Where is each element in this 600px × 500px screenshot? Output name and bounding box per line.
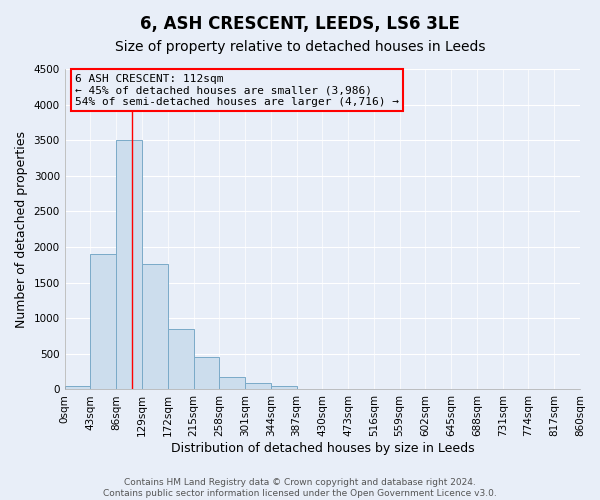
Text: 6 ASH CRESCENT: 112sqm
← 45% of detached houses are smaller (3,986)
54% of semi-: 6 ASH CRESCENT: 112sqm ← 45% of detached… (75, 74, 399, 107)
Bar (168, 329, 193, 390)
Y-axis label: Number of detached properties: Number of detached properties (15, 130, 28, 328)
Text: Contains HM Land Registry data © Crown copyright and database right 2024.
Contai: Contains HM Land Registry data © Crown c… (103, 478, 497, 498)
Text: 6, ASH CRESCENT, LEEDS, LS6 3LE: 6, ASH CRESCENT, LEEDS, LS6 3LE (140, 15, 460, 33)
Bar (65, 386, 91, 390)
Bar (91, 254, 116, 390)
Bar (116, 140, 142, 390)
Bar (245, 383, 271, 390)
Bar (142, 264, 168, 390)
Bar (271, 386, 296, 390)
Bar (219, 378, 245, 390)
Bar (193, 358, 219, 390)
Text: Size of property relative to detached houses in Leeds: Size of property relative to detached ho… (115, 40, 485, 54)
X-axis label: Distribution of detached houses by size in Leeds: Distribution of detached houses by size … (170, 442, 474, 455)
